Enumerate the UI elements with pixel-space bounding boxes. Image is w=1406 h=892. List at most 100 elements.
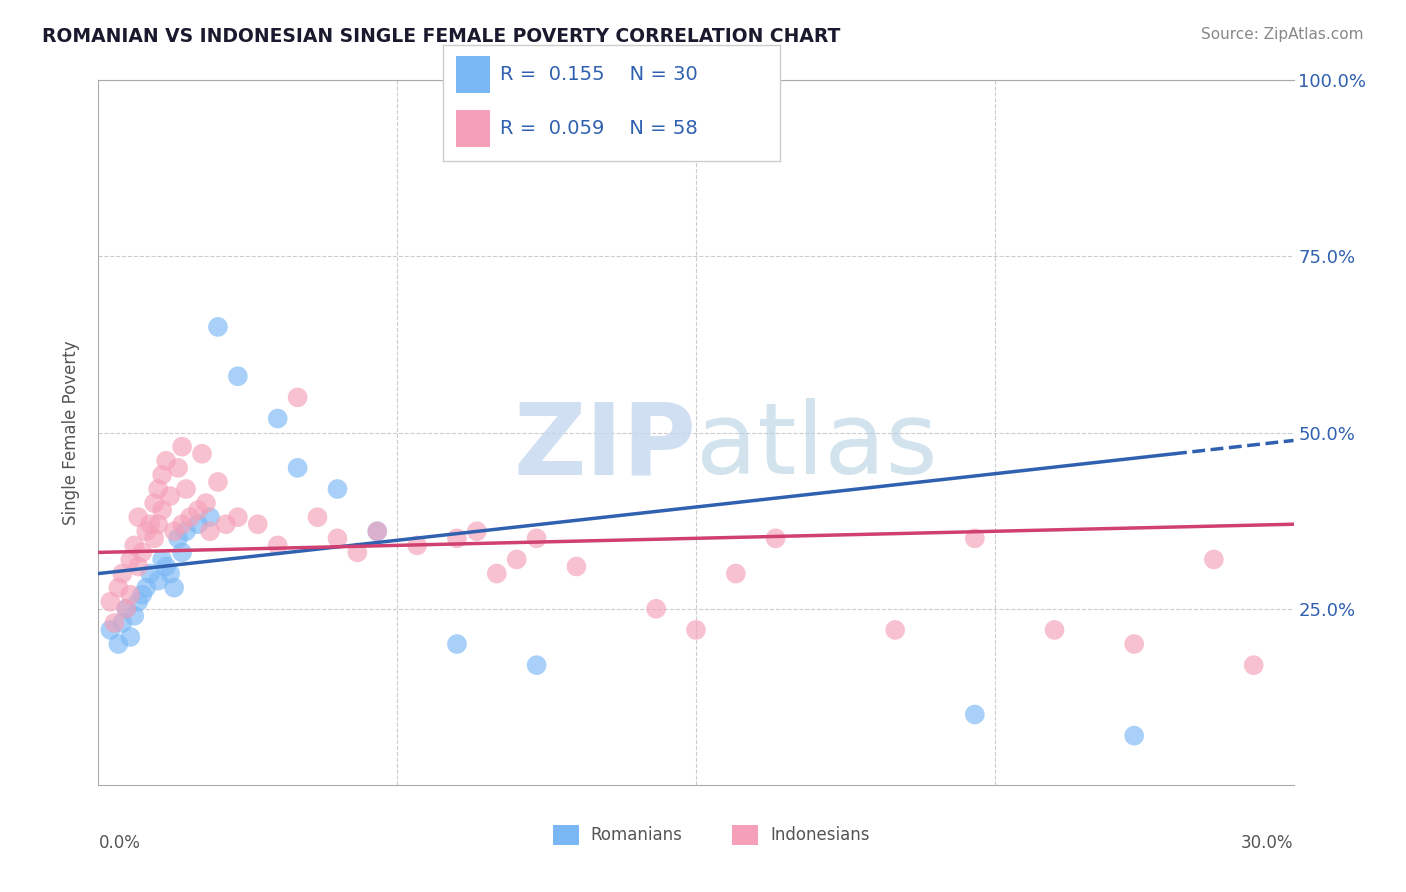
Text: ROMANIAN VS INDONESIAN SINGLE FEMALE POVERTY CORRELATION CHART: ROMANIAN VS INDONESIAN SINGLE FEMALE POV…	[42, 27, 841, 45]
Point	[198, 524, 221, 539]
Point	[485, 566, 508, 581]
Point	[115, 601, 138, 615]
Point	[963, 532, 986, 546]
Point	[685, 623, 707, 637]
Point	[127, 595, 149, 609]
Point	[131, 545, 153, 559]
Point	[148, 482, 170, 496]
Point	[111, 615, 134, 630]
Point	[506, 552, 529, 566]
Text: R =  0.059    N = 58: R = 0.059 N = 58	[501, 119, 697, 137]
Point	[163, 524, 186, 539]
Bar	[457, 56, 491, 94]
Point	[307, 510, 329, 524]
Bar	[553, 825, 579, 845]
Point	[120, 588, 142, 602]
Y-axis label: Single Female Poverty: Single Female Poverty	[62, 341, 80, 524]
Point	[107, 637, 129, 651]
Point	[267, 538, 290, 552]
Point	[226, 510, 249, 524]
Point	[124, 538, 146, 552]
Point	[148, 517, 170, 532]
Point	[131, 588, 153, 602]
Point	[135, 581, 157, 595]
Point	[174, 524, 197, 539]
Point	[143, 532, 166, 546]
Point	[191, 447, 214, 461]
Point	[246, 517, 269, 532]
Text: Romanians: Romanians	[591, 826, 683, 844]
Point	[150, 467, 173, 482]
Point	[167, 532, 190, 546]
Point	[215, 517, 238, 532]
Point	[526, 658, 548, 673]
Text: 0.0%: 0.0%	[98, 834, 141, 852]
Text: 30.0%: 30.0%	[1241, 834, 1294, 852]
Point	[155, 454, 177, 468]
Point	[139, 566, 162, 581]
Text: R =  0.155    N = 30: R = 0.155 N = 30	[501, 65, 697, 84]
Point	[207, 475, 229, 489]
Point	[124, 608, 146, 623]
Point	[1043, 623, 1066, 637]
Point	[139, 517, 162, 532]
Point	[446, 637, 468, 651]
Point	[226, 369, 249, 384]
Point	[195, 496, 218, 510]
Text: atlas: atlas	[696, 398, 938, 495]
Point	[465, 524, 488, 539]
Text: ZIP: ZIP	[513, 398, 696, 495]
Point	[98, 595, 122, 609]
Point	[150, 552, 173, 566]
Point	[1123, 729, 1146, 743]
Point	[326, 532, 349, 546]
Text: Source: ZipAtlas.com: Source: ZipAtlas.com	[1201, 27, 1364, 42]
Point	[406, 538, 429, 552]
Point	[366, 524, 388, 539]
Point	[446, 532, 468, 546]
Point	[150, 503, 173, 517]
Point	[267, 411, 290, 425]
Point	[159, 489, 181, 503]
Point	[98, 623, 122, 637]
Point	[366, 524, 388, 539]
Point	[107, 581, 129, 595]
Point	[346, 545, 368, 559]
Text: Indonesians: Indonesians	[770, 826, 869, 844]
Point	[172, 545, 194, 559]
Point	[526, 532, 548, 546]
Point	[120, 630, 142, 644]
Point	[127, 510, 149, 524]
Point	[287, 460, 309, 475]
Point	[179, 510, 201, 524]
Point	[172, 517, 194, 532]
Point	[198, 510, 221, 524]
Bar	[457, 110, 491, 146]
Point	[207, 319, 229, 334]
Point	[148, 574, 170, 588]
Point	[174, 482, 197, 496]
Point	[1123, 637, 1146, 651]
Point	[645, 601, 668, 615]
Point	[287, 391, 309, 405]
Point	[963, 707, 986, 722]
Point	[135, 524, 157, 539]
Point	[159, 566, 181, 581]
Point	[163, 581, 186, 595]
Point	[884, 623, 907, 637]
Point	[120, 552, 142, 566]
Point	[1243, 658, 1265, 673]
Point	[167, 460, 190, 475]
Point	[765, 532, 787, 546]
Bar	[733, 825, 758, 845]
Point	[172, 440, 194, 454]
Point	[143, 496, 166, 510]
Point	[187, 517, 209, 532]
Point	[111, 566, 134, 581]
Point	[103, 615, 125, 630]
Point	[115, 601, 138, 615]
Point	[155, 559, 177, 574]
Point	[724, 566, 747, 581]
Point	[326, 482, 349, 496]
Point	[565, 559, 588, 574]
